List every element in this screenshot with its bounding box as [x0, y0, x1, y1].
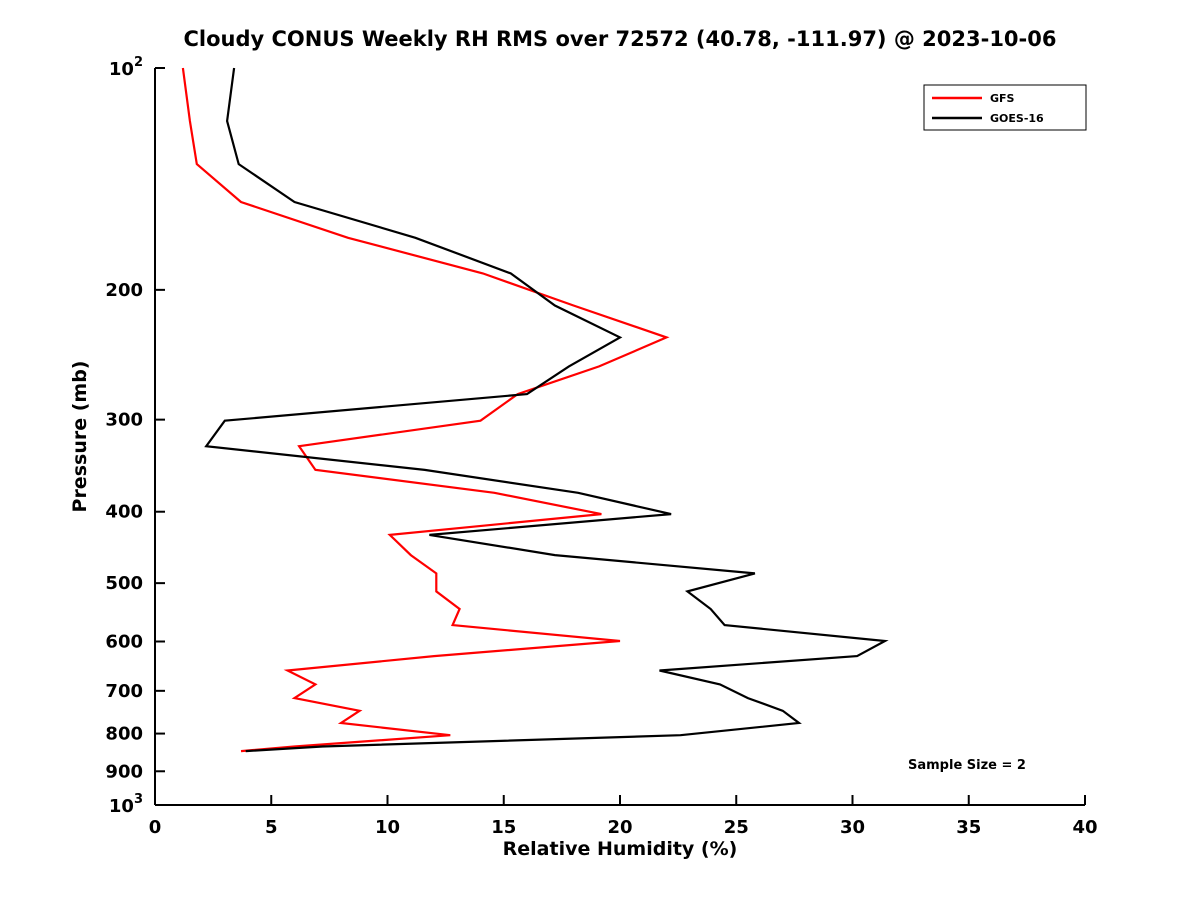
legend-box: [923, 84, 1087, 131]
y-tick-label-300: 300: [105, 410, 143, 431]
x-tick-label-10: 10: [375, 817, 400, 838]
legend-label-gfs: GFS: [990, 92, 1015, 105]
y-tick-label-500: 500: [105, 573, 143, 594]
legend: GFS GOES-16: [923, 84, 1087, 131]
x-tick-label-30: 30: [840, 817, 865, 838]
y-tick-label-700: 700: [105, 681, 143, 702]
y-tick-label-900: 900: [105, 761, 143, 782]
x-axis-label: Relative Humidity (%): [503, 838, 738, 860]
x-tick-label-5: 5: [265, 817, 278, 838]
x-tick-label-35: 35: [956, 817, 981, 838]
y-tick-label-200: 200: [105, 280, 143, 301]
x-tick-label-15: 15: [491, 817, 516, 838]
x-tick-label-40: 40: [1072, 817, 1097, 838]
x-tick-label-20: 20: [607, 817, 632, 838]
y-tick-label-400: 400: [105, 502, 143, 523]
y-tick-label-100: 102: [109, 55, 143, 80]
x-tick-label-0: 0: [149, 817, 162, 838]
sample-size-annotation: Sample Size = 2: [908, 758, 1026, 773]
y-tick-label-600: 600: [105, 631, 143, 652]
chart-title: Cloudy CONUS Weekly RH RMS over 72572 (4…: [184, 27, 1057, 51]
y-tick-label-1000: 103: [109, 792, 143, 817]
series-line-goes-16: [204, 67, 889, 753]
legend-label-goes-16: GOES-16: [990, 112, 1044, 125]
y-tick-label-800: 800: [105, 724, 143, 745]
x-tick-label-25: 25: [724, 817, 749, 838]
y-axis-label: Pressure (mb): [69, 361, 91, 513]
series-line-gfs: [181, 67, 670, 753]
